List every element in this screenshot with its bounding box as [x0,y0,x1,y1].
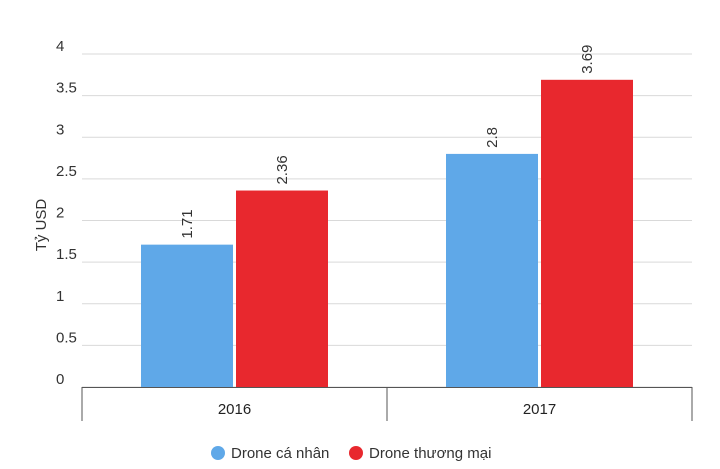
y-tick-label: 0 [56,371,64,388]
x-axis: 2016 2017 [81,387,693,421]
data-label: 2.36 [274,155,291,184]
legend-label: Drone thương mại [369,445,491,462]
data-label: 1.71 [179,209,196,238]
data-label: 2.8 [484,127,501,148]
y-tick-label: 2 [56,205,64,222]
data-label: 3.69 [579,45,596,74]
y-axis-ticks: 0 0.5 1 1.5 2 2.5 3 3.5 4 [56,38,77,388]
y-axis-title: Tỷ USD [33,199,50,252]
y-tick-label: 2.5 [56,163,77,180]
y-tick-label: 3.5 [56,80,77,97]
y-tick-label: 0.5 [56,329,77,346]
bar-2016-commercial [236,190,328,387]
bars [141,79,633,388]
legend: Drone cá nhân Drone thương mại [211,445,491,462]
legend-swatch [349,446,363,460]
x-tick-label: 2017 [523,401,556,418]
bar-2017-commercial [541,79,633,388]
data-labels: 1.71 2.36 2.8 3.69 [179,45,596,239]
legend-label: Drone cá nhân [231,445,329,462]
legend-swatch [211,446,225,460]
y-tick-label: 4 [56,38,64,55]
bar-2017-personal [446,153,538,387]
y-tick-label: 1.5 [56,246,77,263]
x-tick-label: 2016 [218,401,251,418]
y-tick-label: 3 [56,121,64,138]
bar-2016-personal [141,244,233,387]
y-tick-label: 1 [56,288,64,305]
